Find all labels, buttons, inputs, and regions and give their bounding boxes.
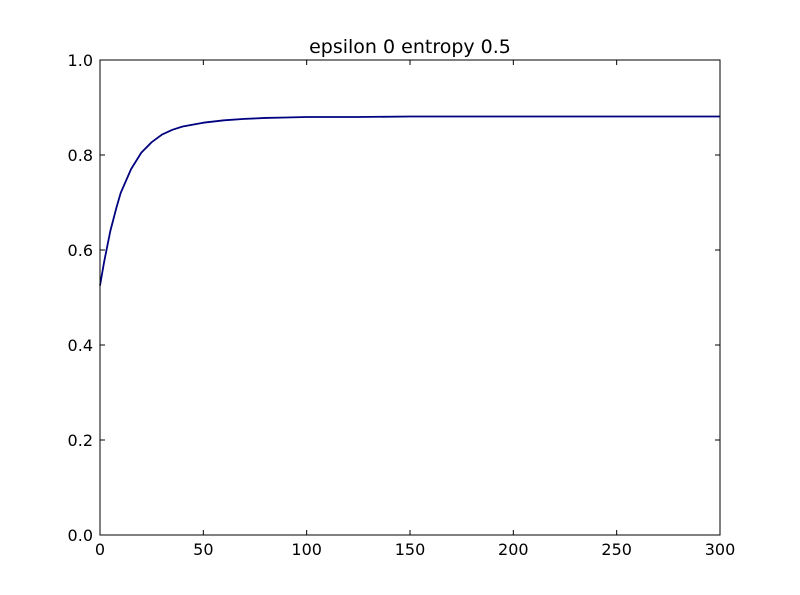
x-tick-label: 200 xyxy=(498,540,529,559)
tick-group xyxy=(99,59,721,536)
chart-title: epsilon 0 entropy 0.5 xyxy=(309,36,511,58)
x-tick-label: 250 xyxy=(601,540,632,559)
plot-frame xyxy=(99,59,721,536)
series-group xyxy=(99,115,720,286)
x-tick-label: 100 xyxy=(291,540,322,559)
x-tick-label: 0 xyxy=(95,540,105,559)
y-tick-label: 0.0 xyxy=(68,526,93,545)
y-tick-label: 0.4 xyxy=(68,336,93,355)
y-tick-label: 1.0 xyxy=(68,51,93,70)
series-line xyxy=(99,115,720,286)
tick-label-group: 0 50 100 150 200 250 300 0.0 0.2 0.4 0.6 0.8 1.0 xyxy=(68,51,736,559)
y-tick-label: 0.6 xyxy=(68,241,93,260)
x-tick-label: 50 xyxy=(193,540,213,559)
y-tick-label: 0.8 xyxy=(68,146,93,165)
x-tick-label: 300 xyxy=(705,540,736,559)
x-tick-label: 150 xyxy=(395,540,426,559)
y-tick-label: 0.2 xyxy=(68,431,93,450)
